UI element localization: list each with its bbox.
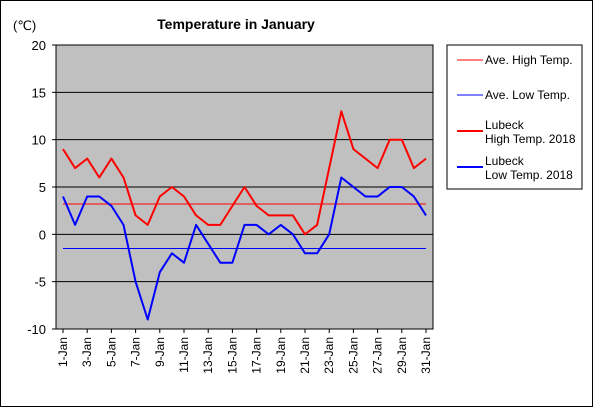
legend-label: Lubeck <box>485 118 525 132</box>
legend-label: Low Temp. 2018 <box>485 168 573 182</box>
y-tick-label: 0 <box>39 227 46 242</box>
x-tick-label: 21-Jan <box>298 337 312 374</box>
x-tick-label: 17-Jan <box>250 337 264 374</box>
y-tick-label: 20 <box>32 38 46 53</box>
plot-area: -10 -5 0 5 10 15 20 1-Jan 3-Jan 5-Jan 7-Jan 9-Jan 11… <box>27 38 434 374</box>
chart-title: Temperature in January <box>157 16 315 32</box>
series-line-3 <box>62 110 427 236</box>
legend: Ave. High Temp.Ave. Low Temp.LubeckHigh … <box>446 44 583 190</box>
legend-label: Lubeck <box>485 154 525 168</box>
legend-label: Ave. High Temp. <box>485 53 573 67</box>
legend-label: High Temp. 2018 <box>485 132 576 146</box>
x-tick-label: 27-Jan <box>371 337 385 374</box>
x-tick-label: 9-Jan <box>153 337 167 367</box>
y-tick-label: -5 <box>34 275 46 290</box>
x-tick-label: 25-Jan <box>346 337 360 374</box>
y-tick-label: 5 <box>39 180 46 195</box>
x-tick-label: 15-Jan <box>225 337 239 374</box>
y-tick-label: 10 <box>32 133 46 148</box>
x-tick-label: 19-Jan <box>274 337 288 374</box>
x-tick-label: 13-Jan <box>201 337 215 374</box>
x-tick-label: 7-Jan <box>129 337 143 367</box>
y-tick-label: -10 <box>27 322 46 337</box>
x-tick-label: 23-Jan <box>322 337 336 374</box>
legend-label: Ave. Low Temp. <box>485 88 570 102</box>
x-tick-label: 11-Jan <box>177 337 191 373</box>
y-unit-label: (℃) <box>13 18 36 33</box>
x-tick-label: 29-Jan <box>395 337 409 374</box>
x-tick-label: 31-Jan <box>419 337 433 374</box>
y-tick-label: 15 <box>32 85 46 100</box>
x-tick-label: 1-Jan <box>56 337 70 367</box>
x-tick-label: 3-Jan <box>80 337 94 367</box>
legend-box <box>446 44 583 190</box>
series-line-4 <box>62 176 427 321</box>
x-tick-label: 5-Jan <box>104 337 118 367</box>
